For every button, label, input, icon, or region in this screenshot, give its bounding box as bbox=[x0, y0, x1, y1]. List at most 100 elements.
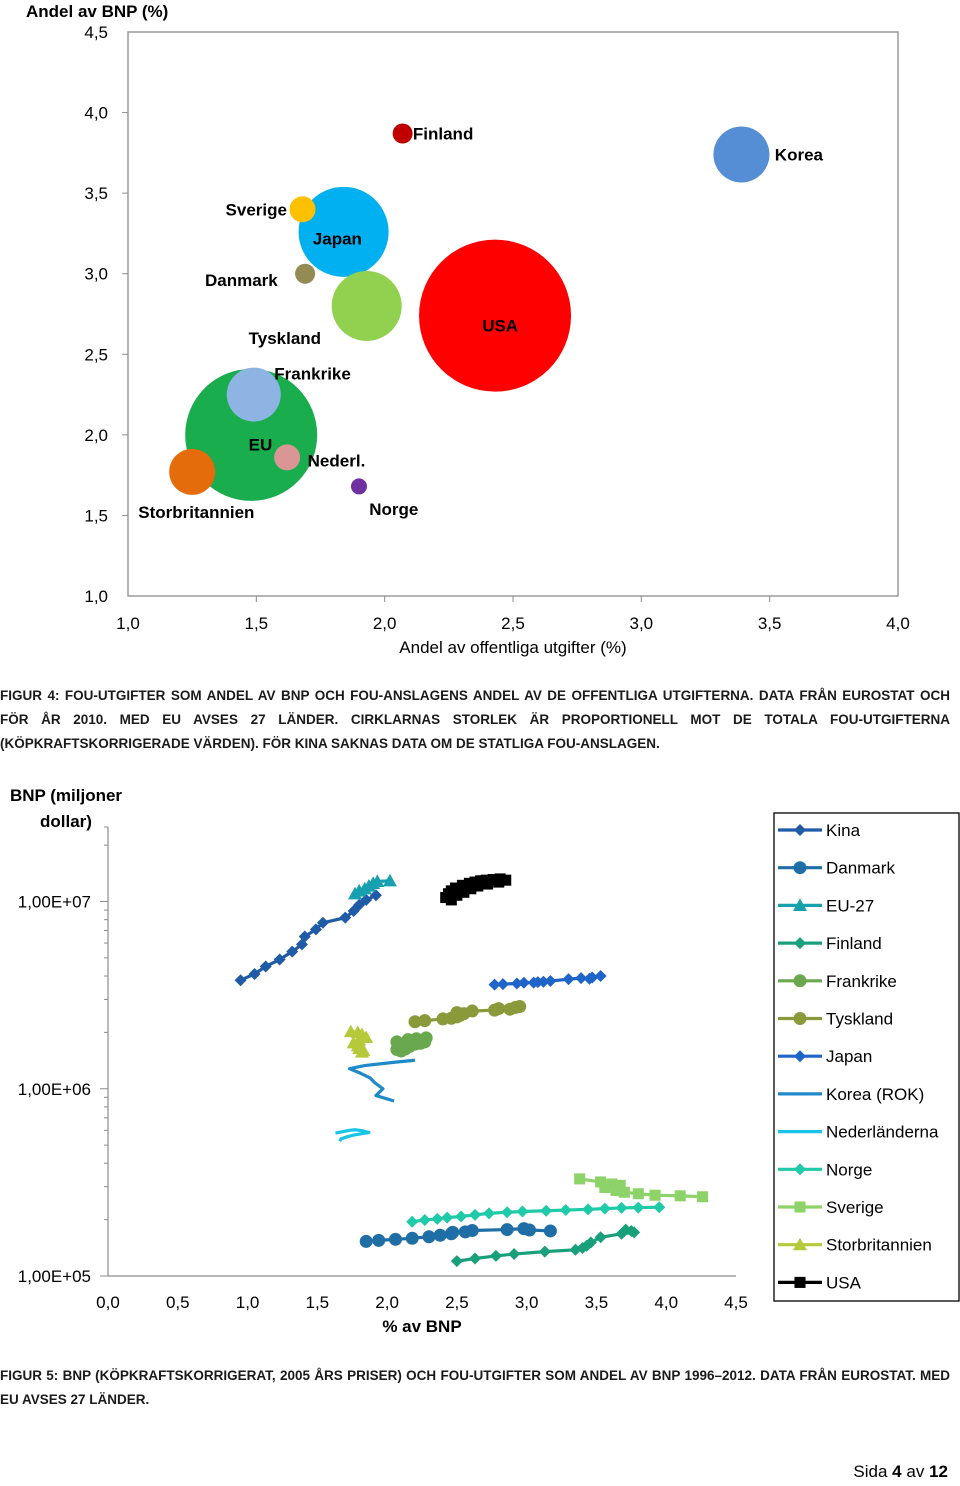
data-point bbox=[456, 879, 468, 891]
bubble-tyskland bbox=[331, 270, 402, 341]
data-point bbox=[582, 1203, 595, 1216]
data-point bbox=[353, 898, 366, 911]
bubble-danmark bbox=[295, 263, 316, 284]
y-axis-label: BNP (miljoner dollar) bbox=[10, 786, 122, 831]
data-point bbox=[574, 1173, 586, 1185]
bubble-label-finland: Finland bbox=[413, 125, 473, 144]
series-nederl-nderna bbox=[335, 1128, 371, 1142]
data-point bbox=[309, 923, 322, 936]
bubble-label-korea: Korea bbox=[775, 145, 824, 164]
bubble-label-nederl: Nederl. bbox=[308, 452, 366, 471]
legend-swatch-marker bbox=[793, 1237, 807, 1251]
data-point bbox=[493, 876, 505, 888]
y-tick-label: 1,00E+06 bbox=[18, 1080, 91, 1099]
bubble-label-sverige: Sverige bbox=[226, 200, 287, 219]
series-usa bbox=[440, 873, 512, 906]
series-danmark bbox=[359, 1222, 557, 1248]
data-point bbox=[273, 953, 286, 966]
data-point bbox=[465, 1223, 479, 1237]
x-tick-label: 4,0 bbox=[886, 614, 910, 633]
data-point bbox=[496, 978, 509, 991]
y-axis-label: Andel av BNP (%) bbox=[26, 2, 168, 21]
x-tick-label: 1,5 bbox=[306, 1293, 330, 1312]
x-tick-label: 3,5 bbox=[585, 1293, 609, 1312]
figure5-line-chart: BNP (miljoner dollar) 0,0 0,5 1,0 1,5 2,0 2,5 3… bbox=[10, 786, 960, 1336]
legend-item-sverige: Sverige bbox=[778, 1198, 884, 1217]
data-point bbox=[359, 1234, 373, 1248]
data-point bbox=[259, 960, 272, 973]
legend-swatch-marker bbox=[793, 1012, 807, 1025]
data-point bbox=[606, 1178, 618, 1190]
x-axis-label: % av BNP bbox=[382, 1317, 461, 1336]
legend-item-japan: Japan bbox=[778, 1047, 872, 1066]
x-tick-label: 4,0 bbox=[654, 1293, 678, 1312]
bubble-label-tyskland: Tyskland bbox=[249, 329, 321, 348]
legend-swatch-marker bbox=[794, 1201, 806, 1213]
data-point bbox=[488, 978, 501, 991]
data-point bbox=[446, 1225, 460, 1239]
data-point bbox=[406, 1215, 419, 1228]
page-current: 4 bbox=[892, 1462, 902, 1481]
legend: Kina Danmark EU-27 Finland Frankrike Tyskland… bbox=[778, 821, 939, 1292]
legend-swatch-marker bbox=[793, 974, 807, 988]
data-point bbox=[615, 1227, 628, 1240]
data-point bbox=[431, 1212, 444, 1225]
data-point bbox=[594, 1231, 607, 1244]
series-eu-27 bbox=[348, 873, 397, 900]
x-tick-label: 2,0 bbox=[375, 1293, 399, 1312]
bubble-nederl bbox=[274, 444, 301, 471]
data-point bbox=[469, 1208, 482, 1221]
bubble-japan bbox=[298, 186, 389, 277]
data-point bbox=[465, 883, 477, 895]
legend-label: Norge bbox=[826, 1160, 872, 1179]
data-point bbox=[599, 1181, 611, 1194]
x-tick-label: 4,5 bbox=[724, 1293, 748, 1312]
data-point bbox=[584, 1236, 597, 1249]
data-point bbox=[649, 1189, 661, 1201]
data-point bbox=[508, 1248, 521, 1261]
y-tick-label: 1,5 bbox=[84, 506, 108, 525]
legend-swatch-marker bbox=[794, 824, 806, 836]
legend-item-storbritannien: Storbritannien bbox=[778, 1236, 932, 1255]
data-point bbox=[632, 1188, 644, 1200]
series-line-korea-rok bbox=[347, 1058, 416, 1103]
data-point bbox=[513, 999, 527, 1013]
data-point bbox=[516, 1205, 529, 1218]
bubble-label-frankrike: Frankrike bbox=[274, 365, 351, 384]
legend-label: Finland bbox=[826, 934, 882, 953]
figure5-caption: FIGUR 5: BNP (köpkraftskorrigerat, 2005 … bbox=[0, 1368, 950, 1407]
series-japan bbox=[488, 970, 607, 991]
data-point bbox=[562, 973, 575, 986]
x-tick-label: 0,0 bbox=[96, 1293, 120, 1312]
figure4-caption: FIGUR 4: FoU-utgifter som andel av BNP o… bbox=[0, 688, 950, 751]
data-point bbox=[418, 1014, 432, 1028]
data-point bbox=[615, 1201, 628, 1214]
x-tick-label: 2,5 bbox=[445, 1293, 469, 1312]
data-point bbox=[408, 1015, 422, 1029]
figure4-bubble-chart: EU USA Japan Tyskland Frankrike Korea Storbrit… bbox=[26, 2, 910, 657]
data-point bbox=[451, 889, 463, 901]
legend-label: Nederländerna bbox=[826, 1123, 939, 1142]
data-point bbox=[248, 968, 261, 981]
data-point bbox=[500, 874, 512, 886]
bubble-storbritannien bbox=[169, 448, 216, 495]
legend-item-eu-27: EU-27 bbox=[778, 896, 874, 915]
data-point bbox=[619, 1223, 632, 1236]
legend-item-nederl-nderna: Nederländerna bbox=[778, 1123, 939, 1142]
legend-item-tyskland: Tyskland bbox=[778, 1010, 893, 1029]
series-kina bbox=[234, 889, 382, 987]
data-point bbox=[674, 1190, 686, 1202]
legend-box bbox=[773, 812, 960, 1302]
bubble-sverige bbox=[289, 196, 316, 223]
x-tick-label: 1,0 bbox=[116, 614, 140, 633]
data-point bbox=[489, 1249, 502, 1262]
y-tick-label: 2,5 bbox=[84, 345, 108, 364]
bubble-label-japan: Japan bbox=[313, 229, 362, 248]
data-point bbox=[531, 976, 544, 989]
data-point bbox=[465, 1004, 479, 1018]
legend-item-danmark: Danmark bbox=[778, 859, 895, 878]
bubble-usa bbox=[419, 239, 572, 392]
legend-swatch-marker bbox=[794, 1050, 806, 1063]
data-point bbox=[522, 1223, 536, 1237]
data-point bbox=[445, 894, 457, 906]
